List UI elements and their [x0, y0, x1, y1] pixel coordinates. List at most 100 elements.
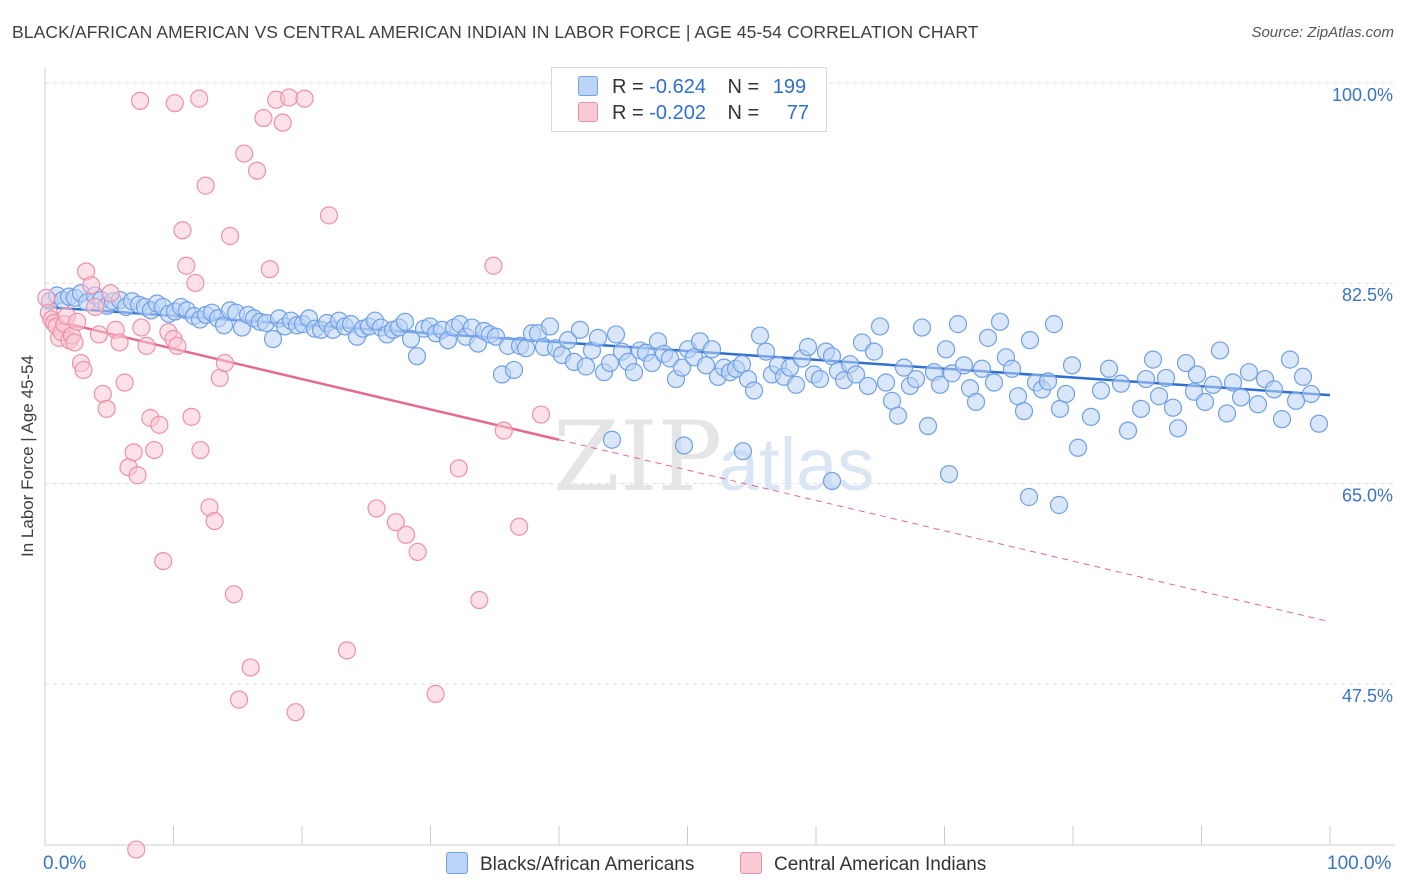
point-central-american: [74, 360, 93, 380]
point-central-american: [97, 399, 116, 418]
point-blacks: [822, 471, 842, 491]
point-blacks: [1272, 410, 1292, 429]
legend-r-label: R =: [612, 102, 644, 124]
point-central-american: [235, 144, 254, 163]
legend-swatch-blue: [578, 76, 598, 96]
point-central-american: [280, 88, 299, 107]
point-central-american: [470, 590, 489, 610]
point-central-american: [182, 407, 201, 426]
point-blacks: [912, 318, 932, 337]
point-blacks: [954, 356, 974, 375]
point-central-american: [190, 89, 209, 108]
point-blacks: [876, 373, 896, 392]
point-blacks: [401, 329, 421, 349]
point-blacks: [540, 317, 560, 336]
point-central-american: [177, 256, 196, 275]
legend-r-value: -0.624: [649, 76, 706, 98]
data-points: [37, 88, 1329, 859]
point-blacks: [978, 328, 998, 347]
point-central-american: [150, 415, 169, 434]
axes: [44, 68, 1395, 846]
legend-swatch-pink: [578, 102, 598, 122]
trend-line-central-american: [44, 317, 560, 441]
point-central-american: [449, 459, 468, 478]
point-blacks: [696, 356, 716, 375]
point-blacks: [810, 369, 830, 389]
point-blacks: [744, 381, 764, 400]
point-blacks: [990, 312, 1010, 331]
point-central-american: [254, 108, 273, 128]
point-central-american: [205, 511, 224, 531]
point-central-american: [260, 260, 279, 279]
y-tick-labels: 47.5% 65.0% 82.5% 100.0%: [1332, 85, 1393, 706]
point-central-american: [196, 176, 215, 195]
point-central-american: [426, 684, 445, 703]
point-blacks: [504, 360, 524, 380]
point-blacks: [624, 363, 644, 382]
point-central-american: [247, 161, 267, 180]
point-blacks: [1014, 402, 1034, 421]
point-blacks: [846, 365, 866, 384]
point-blacks: [674, 436, 694, 455]
legend-row-blacks: R = -0.624 N = 199: [578, 76, 806, 102]
legend-n-value: 77: [786, 102, 810, 124]
point-blacks: [984, 373, 1004, 392]
point-blacks: [1019, 487, 1039, 507]
point-blacks: [1056, 384, 1076, 404]
point-blacks: [1203, 375, 1223, 394]
point-central-american: [386, 513, 405, 532]
point-blacks: [858, 376, 878, 396]
point-blacks: [606, 325, 626, 344]
point-blacks: [939, 464, 959, 484]
point-central-american: [68, 312, 87, 331]
point-central-american: [82, 276, 101, 295]
point-blacks: [1248, 395, 1268, 414]
point-central-american: [173, 221, 192, 240]
trend-line-central-american-extension: [558, 439, 1331, 623]
point-blacks: [798, 337, 818, 357]
point-central-american: [367, 499, 386, 518]
point-central-american: [396, 525, 416, 544]
point-blacks: [906, 369, 926, 389]
point-blacks: [1286, 391, 1306, 410]
point-blacks: [972, 359, 992, 378]
point-central-american: [484, 256, 503, 275]
y-tick-label: 65.0%: [1342, 486, 1393, 506]
point-blacks: [1187, 365, 1207, 384]
point-blacks: [570, 320, 590, 339]
point-central-american: [127, 840, 146, 859]
point-central-american: [531, 405, 551, 424]
y-tick-label: 100.0%: [1332, 85, 1393, 105]
point-blacks: [864, 342, 884, 361]
point-blacks: [576, 357, 596, 376]
point-blacks: [1217, 404, 1237, 423]
point-blacks: [852, 333, 872, 352]
watermark: ZIP atlas: [553, 401, 874, 513]
point-central-american: [337, 641, 357, 660]
point-blacks: [588, 328, 608, 347]
point-central-american: [89, 325, 109, 344]
point-blacks: [1231, 388, 1251, 407]
point-blacks: [602, 430, 622, 449]
point-blacks: [1111, 374, 1131, 393]
point-blacks: [733, 442, 753, 461]
point-blacks: [1091, 381, 1111, 400]
bottom-legend-label: Blacks/African Americans: [480, 854, 695, 875]
point-blacks: [1176, 353, 1196, 373]
point-central-american: [37, 288, 56, 307]
point-blacks: [1143, 350, 1163, 369]
point-blacks: [600, 353, 620, 373]
point-central-american: [165, 94, 184, 113]
point-blacks: [1099, 359, 1119, 378]
point-central-american: [215, 353, 234, 373]
legend-r-label: R =: [612, 76, 644, 98]
bottom-legend-blacks: Blacks/African Americans: [446, 852, 694, 876]
point-blacks: [930, 375, 950, 394]
point-blacks: [558, 331, 578, 350]
point-blacks: [1264, 380, 1284, 399]
point-central-american: [130, 91, 150, 110]
point-blacks: [756, 342, 776, 361]
point-central-american: [186, 273, 205, 293]
point-central-american: [295, 89, 314, 108]
